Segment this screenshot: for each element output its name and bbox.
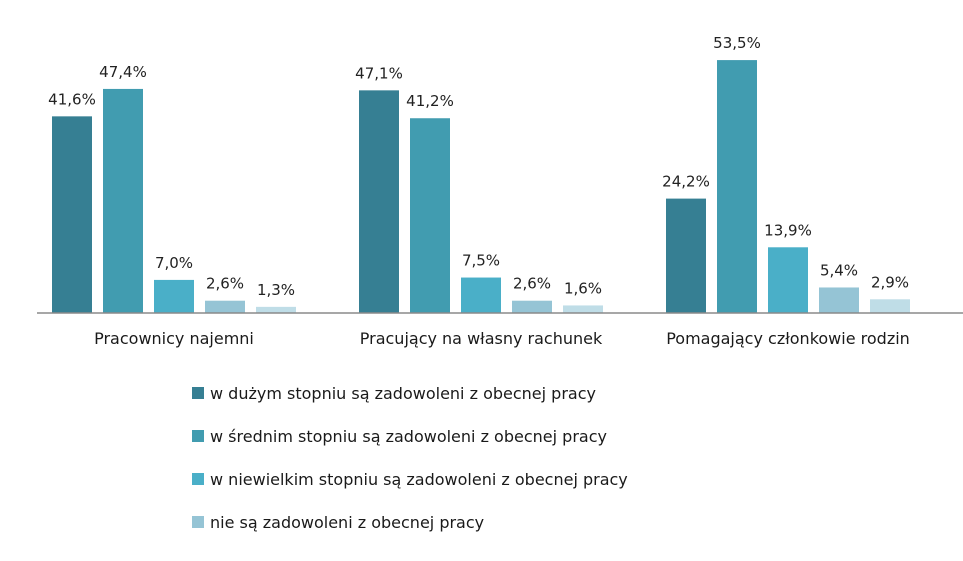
bar-value-label: 2,6% bbox=[206, 275, 244, 293]
bar-1-1 bbox=[52, 116, 92, 313]
bar-2-5 bbox=[563, 305, 603, 313]
legend-swatch bbox=[192, 516, 204, 528]
bar-2-2 bbox=[410, 118, 450, 314]
legend-label: nie są zadowoleni z obecnej pracy bbox=[210, 513, 484, 532]
legend-swatch bbox=[192, 473, 204, 485]
bar-1-4 bbox=[205, 300, 245, 313]
bar-value-label: 7,0% bbox=[155, 254, 193, 272]
category-label: Pomagający członkowie rodzin bbox=[666, 329, 910, 348]
bar-1-5 bbox=[256, 306, 296, 313]
legend: w dużym stopniu są zadowoleni z obecnej … bbox=[192, 384, 628, 532]
bar-value-label: 7,5% bbox=[462, 252, 500, 270]
bar-1-3 bbox=[154, 279, 194, 313]
bar-value-label: 2,9% bbox=[871, 273, 909, 291]
legend-swatch bbox=[192, 430, 204, 442]
bar-value-label: 53,5% bbox=[713, 34, 761, 52]
bar-3-1 bbox=[666, 198, 706, 313]
bar-value-label: 24,2% bbox=[662, 173, 710, 191]
bar-value-label: 47,4% bbox=[99, 63, 147, 81]
bar-value-label: 41,6% bbox=[48, 90, 96, 108]
bar-value-label: 47,1% bbox=[355, 64, 403, 82]
legend-label: w dużym stopniu są zadowoleni z obecnej … bbox=[210, 384, 596, 403]
bar-2-1 bbox=[359, 90, 399, 313]
bar-3-4 bbox=[819, 287, 859, 313]
bar-2-4 bbox=[512, 300, 552, 313]
bar-value-label: 41,2% bbox=[406, 92, 454, 110]
category-label: Pracownicy najemni bbox=[94, 329, 254, 348]
bar-value-label: 5,4% bbox=[820, 261, 858, 279]
bar-3-3 bbox=[768, 247, 808, 313]
bar-value-label: 1,6% bbox=[564, 279, 602, 297]
bar-3-5 bbox=[870, 299, 910, 313]
legend-label: w niewielkim stopniu są zadowoleni z obe… bbox=[210, 470, 628, 489]
bar-2-3 bbox=[461, 277, 501, 313]
legend-swatch bbox=[192, 387, 204, 399]
bar-3-2 bbox=[717, 60, 757, 313]
bar-value-label: 13,9% bbox=[764, 221, 812, 239]
bars-group bbox=[52, 60, 910, 314]
bar-1-2 bbox=[103, 88, 143, 313]
category-label: Pracujący na własny rachunek bbox=[360, 329, 603, 348]
bar-value-label: 2,6% bbox=[513, 275, 551, 293]
legend-label: w średnim stopniu są zadowoleni z obecne… bbox=[210, 427, 607, 446]
category-labels-group: Pracownicy najemni Pracujący na własny ra… bbox=[94, 329, 910, 348]
bar-value-label: 1,3% bbox=[257, 281, 295, 299]
value-labels-group: 41,6%47,4% 7,0% 2,6% 1,3% 47,1%41,2% 7,5% 2,6%… bbox=[48, 34, 909, 299]
